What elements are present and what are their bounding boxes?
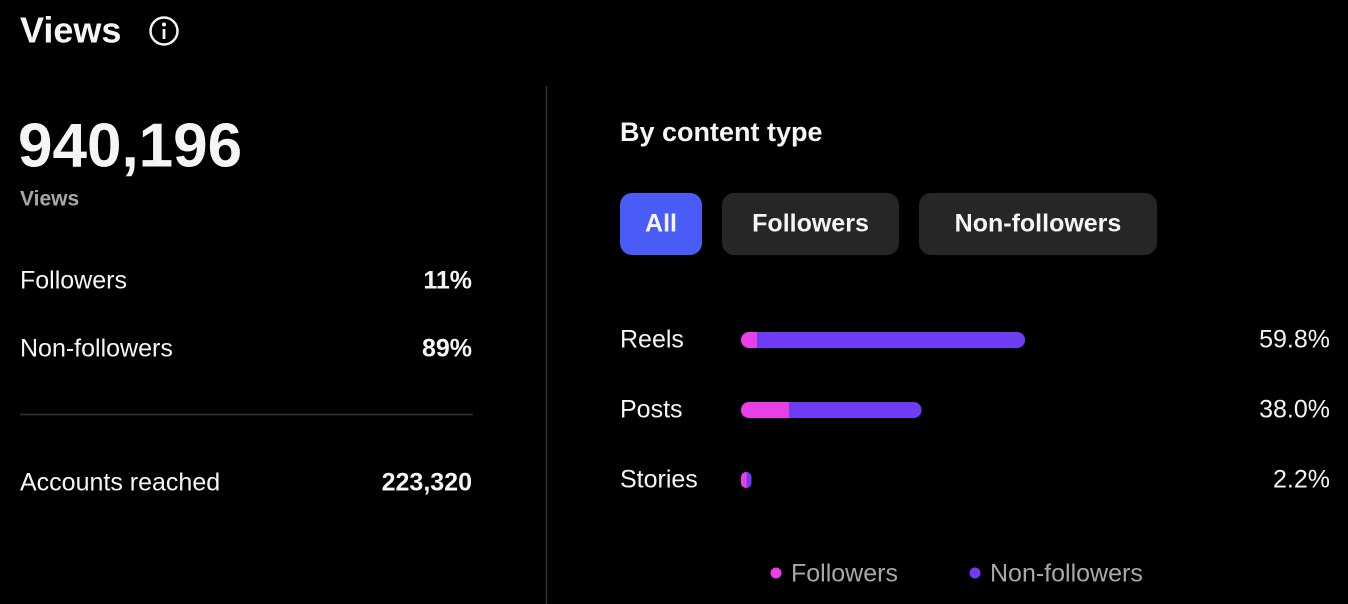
row-label: Non-followers — [20, 335, 173, 363]
category-label: Reels — [620, 326, 684, 354]
tab-background[interactable] — [620, 193, 702, 255]
value-label: 59.8% — [1259, 326, 1330, 354]
value-label: 2.2% — [1273, 466, 1330, 494]
tab-background[interactable] — [919, 193, 1157, 255]
bar-segment — [788, 402, 922, 418]
row-label: Followers — [20, 267, 127, 295]
tab-label[interactable]: Followers — [752, 210, 869, 238]
value-label: 38.0% — [1259, 396, 1330, 424]
bar-segment — [741, 332, 758, 348]
page-title: Views — [20, 10, 121, 51]
tab-background[interactable] — [722, 193, 899, 255]
filter-tab[interactable]: All — [620, 193, 702, 255]
tab-label[interactable]: All — [645, 210, 677, 238]
row-value: 11% — [423, 267, 472, 295]
legend-swatch — [770, 567, 782, 579]
bar-segment — [741, 472, 747, 488]
bar-segment — [746, 472, 752, 488]
bar-segment — [757, 332, 1026, 348]
filter-tab[interactable]: Non-followers — [919, 193, 1157, 255]
legend-label: Non-followers — [990, 560, 1143, 588]
stacked-bar — [741, 402, 922, 418]
category-label: Posts — [620, 396, 683, 424]
info-icon[interactable] — [149, 16, 179, 46]
reach-label: Accounts reached — [20, 469, 220, 497]
reach-value: 223,320 — [382, 469, 472, 497]
legend-label: Followers — [791, 560, 898, 588]
tab-label[interactable]: Non-followers — [955, 210, 1122, 238]
row-value: 89% — [422, 335, 472, 363]
total-views: 940,196 — [18, 111, 242, 180]
filter-tab[interactable]: Followers — [722, 193, 899, 255]
chart-title: By content type — [620, 117, 823, 147]
legend-swatch — [969, 567, 981, 579]
total-label: Views — [20, 188, 79, 211]
bar-segment — [741, 402, 789, 418]
category-label: Stories — [620, 466, 698, 494]
stacked-bar — [741, 472, 752, 488]
stacked-bar — [741, 332, 1026, 348]
